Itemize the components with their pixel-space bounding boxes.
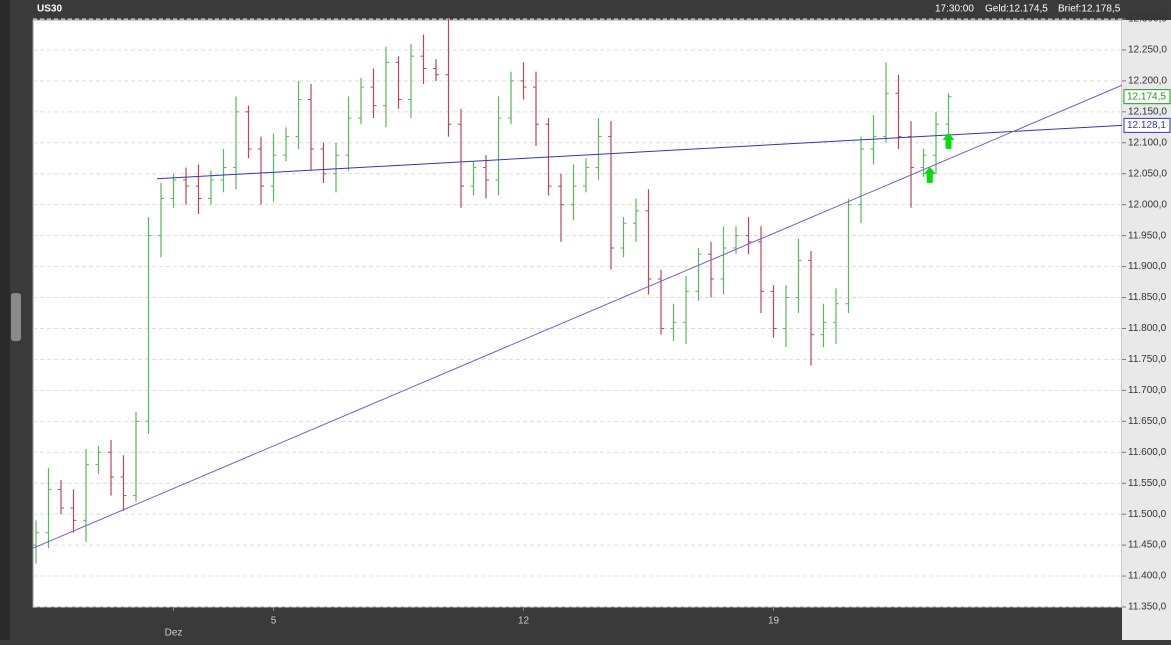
y-tick-label: 11.450,0 (1128, 540, 1167, 551)
scroll-handle[interactable] (11, 293, 21, 341)
y-tick-label: 11.850,0 (1128, 292, 1167, 303)
y-tick-label: 11.550,0 (1128, 478, 1167, 489)
signal-arrow (942, 132, 955, 149)
trendline-price-box (1123, 117, 1171, 133)
trendline (156, 124, 1123, 180)
y-tick-label: 11.650,0 (1128, 416, 1167, 427)
y-tick-label: 11.350,0 (1128, 602, 1167, 613)
y-tick-label: 11.600,0 (1128, 447, 1167, 458)
bid: Geld:12.174,5 (985, 4, 1048, 15)
trendline (32, 84, 1123, 549)
y-tick-label: 12.000,0 (1128, 199, 1167, 210)
y-tick-label: 11.800,0 (1128, 323, 1167, 334)
y-tick-label: 11.400,0 (1128, 571, 1167, 582)
last-price-label: 12.174,5 (1127, 91, 1166, 102)
y-tick-label: 12.300,0 (1128, 14, 1167, 25)
y-tick-label: 12.050,0 (1128, 168, 1167, 179)
symbol: US30 (37, 4, 62, 15)
x-tick-label: 12 (518, 616, 530, 627)
ask: Brief:12.178,5 (1058, 4, 1121, 15)
y-tick-label: 11.700,0 (1128, 385, 1167, 396)
side-strip (0, 0, 10, 640)
y-tick-label: 12.200,0 (1128, 76, 1167, 87)
y-tick-label: 11.950,0 (1128, 230, 1167, 241)
y-tick-label: 12.150,0 (1128, 106, 1167, 117)
y-tick-label: 12.100,0 (1128, 137, 1167, 148)
y-tick-label: 11.500,0 (1128, 509, 1167, 520)
y-tick-label: 11.900,0 (1128, 261, 1167, 272)
x-tick-label: 19 (768, 616, 780, 627)
last-price-box (1123, 89, 1171, 105)
y-tick-label: 12.250,0 (1128, 45, 1167, 56)
y-tick-label: 11.750,0 (1128, 354, 1167, 365)
x-tick-label: 5 (271, 616, 277, 627)
time: 17:30:00 (935, 4, 974, 15)
signal-arrow (923, 166, 936, 183)
plot-area (32, 19, 1123, 608)
trendline-price-label: 12.128,1 (1127, 120, 1166, 131)
x-tick-label: Dez (165, 628, 183, 639)
